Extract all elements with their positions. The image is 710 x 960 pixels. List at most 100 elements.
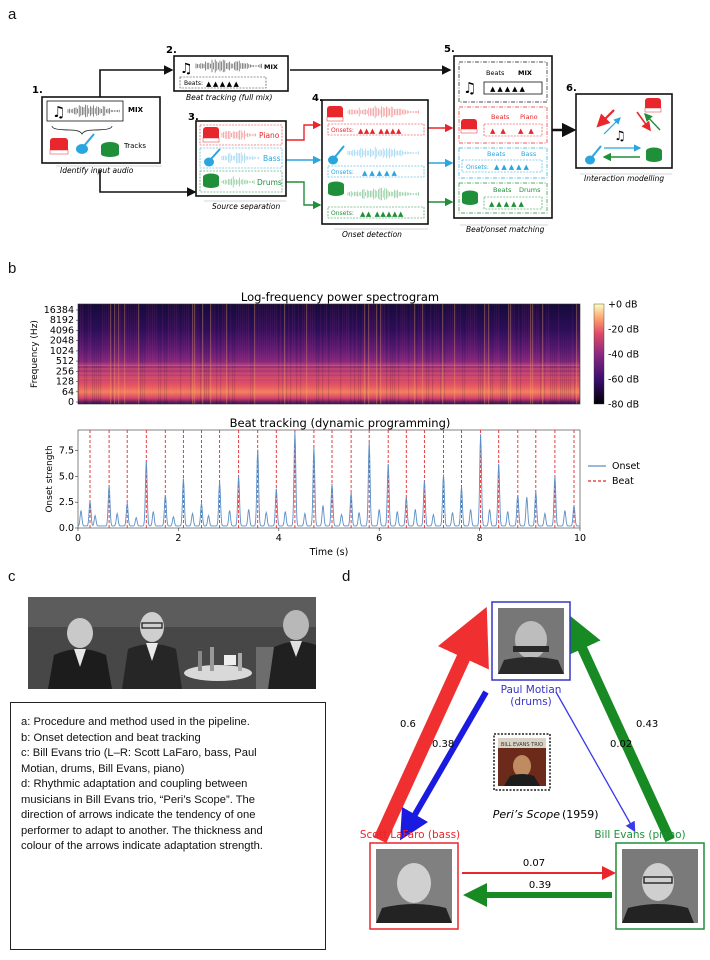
edge-label-lafaro-to-evans: 0.07	[523, 858, 545, 869]
music-note-icon-6: ♫	[614, 129, 626, 144]
drum-icon-6	[646, 147, 662, 162]
edge-label-evans-to-lafaro: 0.39	[529, 880, 551, 891]
drum-icon	[101, 142, 119, 157]
beat-chart-xtick: 6	[376, 533, 382, 544]
beat-chart-plot-area	[77, 429, 581, 529]
svg-text:Piano: Piano	[520, 113, 538, 121]
step-4-caption: Onset detection	[342, 230, 402, 239]
step-5-beats-label: Beats	[486, 69, 505, 77]
spectrogram-ylabel: Frequency (Hz)	[30, 320, 40, 388]
beat-chart-xtick: 0	[75, 533, 81, 544]
step-2-caption: Beat tracking (full mix)	[186, 93, 272, 102]
svg-text:Beats: Beats	[487, 150, 506, 158]
node-scott-lafaro	[369, 842, 459, 930]
onsets-label-piano: Onsets:	[331, 127, 354, 134]
legend-line-7: direction of arrows indicate the tendenc…	[21, 809, 256, 821]
music-note-icon-5: ♫	[463, 79, 476, 97]
music-note-icon: ♫	[52, 103, 65, 121]
step-2-beats-label: Beats:	[184, 80, 203, 87]
colorbar-tick: -80 dB	[608, 400, 639, 411]
node-paul-motian	[491, 601, 571, 681]
spectrogram-title: Log-frequency power spectrogram	[241, 290, 439, 304]
step-6-caption: Interaction modelling	[584, 174, 664, 183]
mix-waveform	[67, 104, 120, 118]
beat-chart-xtick: 2	[175, 533, 181, 544]
piano-icon-3	[202, 127, 220, 143]
connector-1-2	[99, 65, 174, 97]
edge-evans-to-motian	[564, 612, 675, 843]
spectrogram-ytick: 16384	[44, 305, 74, 316]
bass-icon-3	[204, 148, 221, 167]
spectrogram-and-beat-chart: Log-frequency power spectrogram 16384819…	[30, 290, 640, 558]
onsets-label-bass: Onsets:	[331, 169, 354, 176]
edge-label-motian-to-evans: 0.02	[610, 739, 632, 750]
instrument-label-bass: Bass	[263, 154, 281, 163]
beat-chart-title: Beat tracking (dynamic programming)	[230, 416, 451, 430]
brace-icon	[51, 125, 113, 135]
svg-text:▲▲ ▲▲: ▲▲ ▲▲	[490, 127, 539, 135]
step-2-box	[173, 55, 289, 92]
spectrogram-ytick: 256	[56, 366, 74, 377]
step-5-mix-label: MIX	[518, 69, 532, 77]
legend-line-6: musicians in Bill Evans trio, “Peri’s Sc…	[21, 793, 255, 806]
onsets-label-drums: Onsets:	[331, 210, 354, 217]
edge-motian-to-evans	[555, 691, 636, 833]
piano-icon-6	[644, 98, 662, 113]
spectrogram-image	[78, 304, 580, 404]
step-3-number: 3.	[188, 112, 199, 123]
svg-text:Drums: Drums	[519, 186, 541, 194]
svg-text:Beats: Beats	[493, 186, 512, 194]
colorbar-tick: +0 dB	[608, 300, 638, 311]
panel-letter-b: b	[8, 260, 17, 277]
spectrogram-ytick: 1024	[50, 346, 74, 357]
node-bill-evans	[615, 842, 705, 930]
bass-icon	[76, 133, 95, 154]
node-label-evans: Bill Evans (piano)	[594, 829, 685, 841]
node-label-motian-role: (drums)	[510, 696, 552, 708]
step-1-number: 1.	[32, 85, 43, 96]
onset-markers-piano: ▲▲▲ ▲▲▲▲	[358, 127, 402, 135]
album-year: (1959)	[562, 808, 599, 821]
beat-chart-legend: Onset Beat	[588, 461, 640, 487]
colorbar	[593, 303, 605, 405]
step-4-number: 4.	[312, 93, 323, 104]
spectrogram-ytick: 64	[62, 387, 74, 398]
evans-portrait	[642, 863, 674, 901]
spectrogram-ytick: 4096	[50, 325, 74, 336]
spectrogram-ytick: 8192	[50, 315, 74, 326]
legend-line-9: colour of the arrows indicate adaptation…	[21, 840, 263, 852]
edge-motian-to-lafaro	[399, 690, 489, 841]
svg-text:Beats: Beats	[491, 113, 510, 121]
onset-markers-bass: ▲▲▲▲▲	[362, 169, 399, 177]
bass-icon-6	[585, 145, 602, 165]
legend-beat-label: Beat	[612, 476, 634, 487]
drum-icon-4	[328, 181, 344, 196]
step-6-number: 6.	[566, 83, 577, 94]
spectrogram-ytick: 2048	[50, 336, 74, 347]
beat-chart-ylabel: Onset strength	[45, 445, 55, 512]
edge-lafaro-to-motian	[373, 606, 489, 843]
legend-line-2: b: Onset detection and beat tracking	[21, 731, 201, 744]
piano-icon	[49, 138, 69, 155]
pipeline-diagram: 1. ♫ MIX Tracks Identify input audio 2. …	[32, 44, 673, 239]
album-cover: BILL EVANS TRIO	[493, 733, 551, 791]
legend-line-3: c: Bill Evans trio (L–R: Scott LaFaro, b…	[21, 747, 257, 759]
edge-label-lafaro-to-motian: 0.6	[400, 719, 416, 730]
tracks-label: Tracks	[123, 142, 146, 150]
beat-chart-ytick: 0.0	[59, 523, 74, 534]
colorbar-tick: -20 dB	[608, 325, 639, 336]
beat-chart-xlabel: Time (s)	[309, 547, 349, 558]
instrument-label-drums: Drums	[257, 178, 282, 187]
beat-chart-ytick: 2.5	[59, 497, 74, 508]
connector-1-3	[99, 170, 197, 197]
panel-letter-c: c	[8, 568, 16, 585]
piano-icon-5	[460, 119, 478, 134]
figure-legend-box: a: Procedure and method used in the pipe…	[10, 702, 326, 950]
spectrogram-ytick: 128	[56, 377, 74, 388]
album-cover-text: BILL EVANS TRIO	[501, 742, 543, 748]
edge-label-motian-to-lafaro: 0.38	[432, 739, 454, 750]
svg-text:Bass: Bass	[521, 150, 537, 158]
step-5-number: 5.	[444, 44, 455, 55]
mix-waveform-2	[195, 59, 262, 73]
onset-markers-drums: ▲▲ ▲▲▲▲▲	[360, 210, 404, 218]
